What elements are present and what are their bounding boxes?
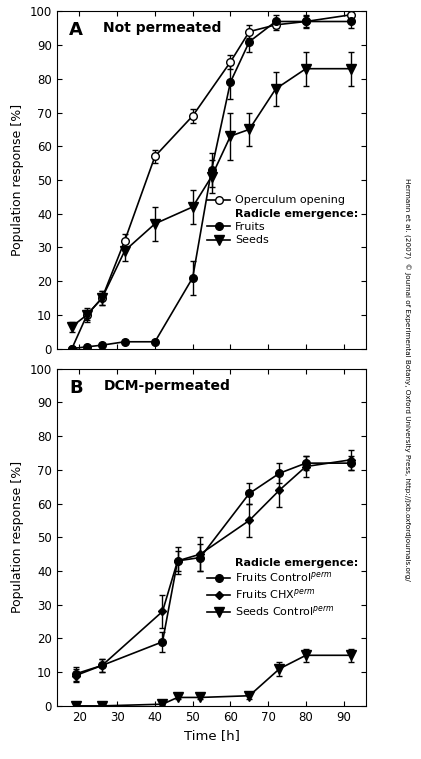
X-axis label: Time [h]: Time [h]: [184, 729, 240, 742]
Legend: Radicle emergence:, Fruits Control$^{perm}$, Fruits CHX$^{perm}$, Seeds Control$: Radicle emergence:, Fruits Control$^{per…: [205, 556, 361, 620]
Text: B: B: [69, 379, 83, 397]
Legend: Operculum opening, Radicle emergence:, Fruits, Seeds: Operculum opening, Radicle emergence:, F…: [205, 194, 361, 247]
Y-axis label: Population response [%]: Population response [%]: [11, 104, 24, 256]
Text: A: A: [69, 21, 83, 39]
Text: Hermann et al. (2007)  © Journal of Experimental Botany, Oxford University Press: Hermann et al. (2007) © Journal of Exper…: [402, 178, 410, 581]
Y-axis label: Population response [%]: Population response [%]: [11, 461, 24, 613]
Text: DCM-permeated: DCM-permeated: [103, 379, 230, 393]
Text: Not permeated: Not permeated: [103, 21, 221, 36]
